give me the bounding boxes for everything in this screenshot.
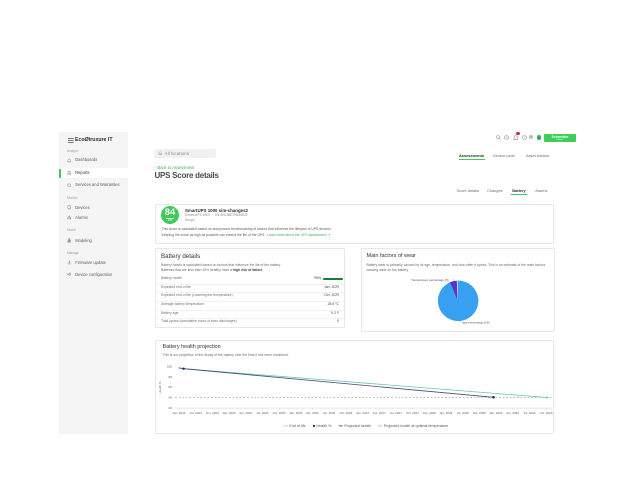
- svg-text:Apr, 2028: Apr, 2028: [439, 410, 452, 414]
- svg-text:Jul, 2025: Jul, 2025: [256, 410, 269, 414]
- svg-text:Jul, 2026: Jul, 2026: [323, 410, 336, 414]
- svg-text:Jan, 2029: Jan, 2029: [489, 410, 503, 414]
- svg-text:Apr, 2025: Apr, 2025: [239, 410, 252, 414]
- svg-text:Health %: Health %: [316, 424, 332, 428]
- svg-text:Oct, 2027: Oct, 2027: [406, 410, 419, 414]
- svg-text:Jan, 2027: Jan, 2027: [356, 410, 370, 414]
- svg-text:Oct, 2025: Oct, 2025: [273, 410, 286, 414]
- svg-text:?: ?: [523, 136, 525, 140]
- svg-text:Apr, 2026: Apr, 2026: [306, 410, 319, 414]
- svg-text:Oct, 2026: Oct, 2026: [339, 410, 352, 414]
- svg-text:Apr, 2024: Apr, 2024: [173, 410, 186, 414]
- svg-text:Apr, 2027: Apr, 2027: [373, 410, 386, 414]
- svg-text:60: 60: [169, 385, 173, 389]
- svg-text:80: 80: [169, 374, 173, 378]
- svg-text:Temperature percentage (5): Temperature percentage (5): [411, 278, 448, 282]
- svg-text:Jul, 2028: Jul, 2028: [457, 410, 470, 414]
- svg-text:40: 40: [169, 395, 173, 399]
- svg-text:Oct, 2029: Oct, 2029: [539, 410, 552, 414]
- svg-text:100: 100: [167, 364, 172, 368]
- svg-text:Oct, 2028: Oct, 2028: [473, 410, 486, 414]
- svg-text:Projected health at optimal te: Projected health at optimal temperature: [384, 424, 449, 428]
- svg-text:Health %: Health %: [158, 381, 162, 394]
- svg-text:Jul, 2029: Jul, 2029: [523, 410, 536, 414]
- svg-text:Jan, 2028: Jan, 2028: [423, 410, 437, 414]
- svg-text:End of life: End of life: [289, 424, 305, 428]
- svg-text:Jan, 2025: Jan, 2025: [222, 410, 236, 414]
- svg-text:Jan, 2026: Jan, 2026: [289, 410, 303, 414]
- svg-text:Jul, 2024: Jul, 2024: [190, 410, 203, 414]
- svg-text:Projected health: Projected health: [344, 424, 371, 428]
- svg-text:Oct, 2024: Oct, 2024: [206, 410, 219, 414]
- svg-text:20: 20: [169, 406, 173, 410]
- svg-text:age percentage (95): age percentage (95): [462, 321, 489, 325]
- svg-text:Jul, 2027: Jul, 2027: [390, 410, 403, 414]
- svg-text:Apr, 2029: Apr, 2029: [506, 410, 519, 414]
